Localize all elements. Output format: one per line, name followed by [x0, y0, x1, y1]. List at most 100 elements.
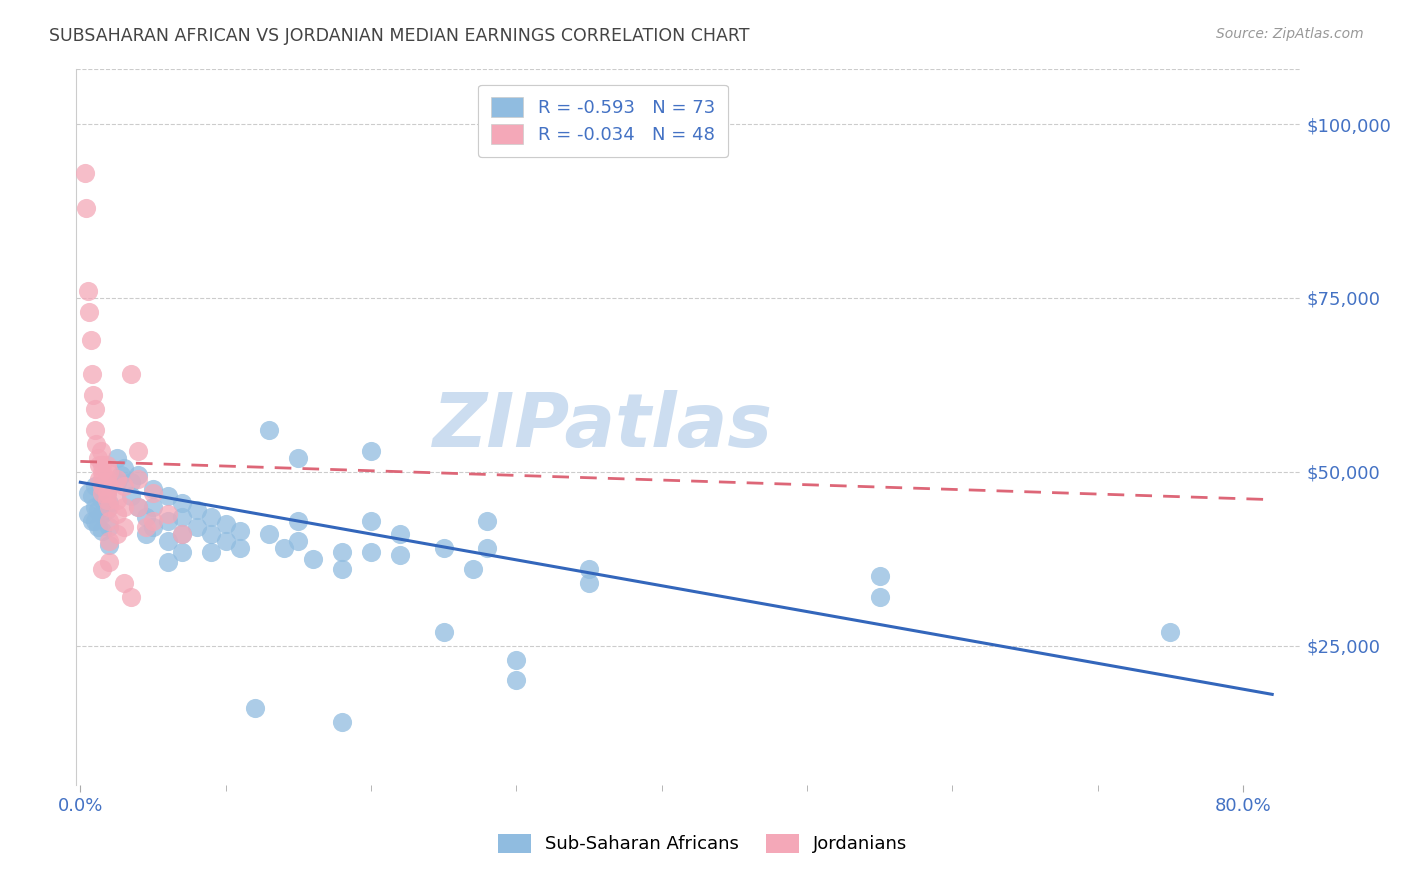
Point: [120, 368, 142, 382]
Point: [105, 450, 128, 465]
Point: [477, 541, 499, 556]
Point: [96, 458, 118, 472]
Point: [330, 545, 353, 559]
Point: [142, 482, 165, 496]
Point: [200, 545, 222, 559]
Point: [156, 489, 179, 503]
Point: [186, 503, 208, 517]
Point: [96, 472, 118, 486]
Point: [142, 500, 165, 514]
Point: [96, 503, 118, 517]
Point: [83, 479, 105, 493]
Point: [142, 514, 165, 528]
Point: [389, 527, 412, 541]
Point: [98, 534, 121, 549]
Point: [505, 652, 527, 666]
Point: [156, 514, 179, 528]
Point: [83, 500, 105, 514]
Point: [76, 485, 98, 500]
Point: [477, 514, 499, 528]
Text: SUBSAHARAN AFRICAN VS JORDANIAN MEDIAN EARNINGS CORRELATION CHART: SUBSAHARAN AFRICAN VS JORDANIAN MEDIAN E…: [49, 27, 749, 45]
Point: [105, 475, 128, 490]
Point: [80, 368, 103, 382]
Point: [91, 458, 114, 472]
Point: [120, 475, 142, 490]
Point: [461, 562, 484, 576]
Point: [172, 496, 194, 510]
Point: [127, 500, 149, 514]
Point: [578, 562, 600, 576]
Point: [433, 624, 456, 639]
Point: [505, 673, 527, 688]
Point: [156, 534, 179, 549]
Point: [389, 549, 412, 563]
Point: [135, 527, 157, 541]
Point: [80, 514, 103, 528]
Point: [273, 541, 295, 556]
Point: [89, 472, 111, 486]
Point: [172, 510, 194, 524]
Point: [98, 555, 121, 569]
Point: [82, 388, 104, 402]
Point: [96, 485, 118, 500]
Point: [869, 590, 891, 604]
Point: [287, 450, 309, 465]
Point: [433, 541, 456, 556]
Point: [110, 468, 132, 483]
Point: [135, 510, 157, 524]
Point: [105, 507, 128, 521]
Point: [89, 458, 111, 472]
Point: [105, 492, 128, 507]
Point: [287, 534, 309, 549]
Point: [360, 545, 382, 559]
Point: [229, 524, 252, 538]
Point: [91, 562, 114, 576]
Point: [120, 489, 142, 503]
Point: [112, 576, 135, 591]
Point: [90, 444, 112, 458]
Point: [215, 534, 238, 549]
Point: [83, 423, 105, 437]
Point: [215, 516, 238, 531]
Point: [98, 514, 121, 528]
Point: [87, 450, 110, 465]
Point: [578, 576, 600, 591]
Point: [91, 492, 114, 507]
Point: [330, 562, 353, 576]
Point: [259, 527, 281, 541]
Text: ZIPatlas: ZIPatlas: [433, 390, 773, 463]
Point: [200, 510, 222, 524]
Point: [127, 468, 149, 483]
Point: [91, 524, 114, 538]
Point: [112, 500, 135, 514]
Point: [91, 479, 114, 493]
Point: [73, 166, 96, 180]
Point: [98, 496, 121, 510]
Point: [172, 527, 194, 541]
Point: [96, 485, 118, 500]
Point: [142, 520, 165, 534]
Point: [77, 305, 100, 319]
Point: [869, 569, 891, 583]
Point: [172, 545, 194, 559]
Text: Source: ZipAtlas.com: Source: ZipAtlas.com: [1216, 27, 1364, 41]
Point: [127, 500, 149, 514]
Point: [142, 485, 165, 500]
Point: [98, 538, 121, 552]
Legend: Sub-Saharan Africans, Jordanians: Sub-Saharan Africans, Jordanians: [491, 826, 915, 861]
Point: [98, 465, 121, 479]
Point: [83, 514, 105, 528]
Legend: R = -0.593   N = 73, R = -0.034   N = 48: R = -0.593 N = 73, R = -0.034 N = 48: [478, 85, 727, 157]
Point: [360, 444, 382, 458]
Point: [259, 423, 281, 437]
Point: [186, 520, 208, 534]
Point: [86, 437, 108, 451]
Point: [112, 479, 135, 493]
Point: [135, 520, 157, 534]
Point: [287, 514, 309, 528]
Point: [87, 503, 110, 517]
Point: [75, 201, 97, 215]
Point: [96, 492, 118, 507]
Point: [112, 520, 135, 534]
Point: [76, 284, 98, 298]
